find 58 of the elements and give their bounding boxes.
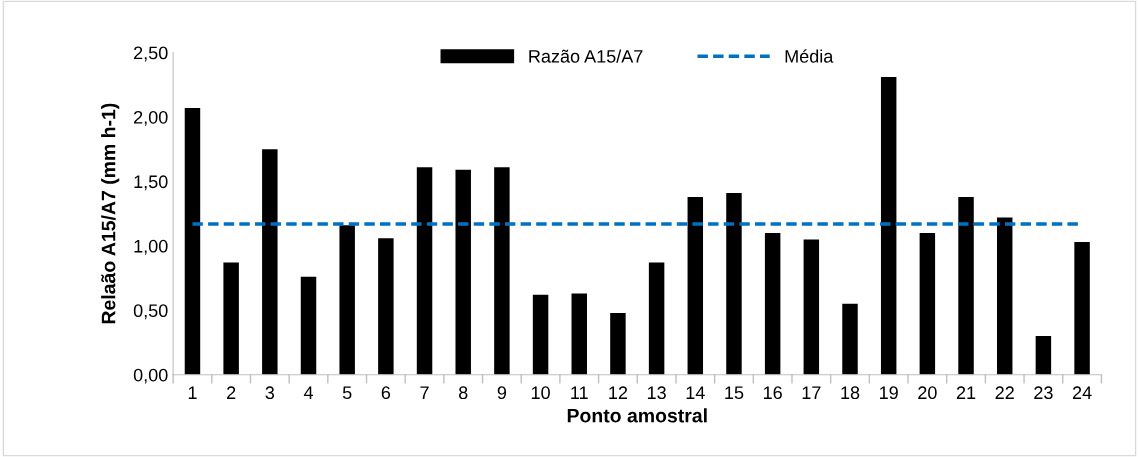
x-tick-label: 15 — [725, 386, 744, 400]
legend-label: Média — [785, 49, 834, 63]
x-tick-label: 11 — [571, 386, 588, 399]
bar — [184, 107, 201, 375]
x-tick-label: 6 — [381, 386, 391, 400]
y-tick-label: 2,00 — [134, 110, 168, 126]
x-tick-label: 8 — [458, 386, 468, 400]
x-tick-label: 23 — [1034, 386, 1053, 400]
x-tick-label: 3 — [265, 386, 275, 400]
bar — [378, 238, 394, 375]
bar — [996, 217, 1013, 375]
x-tick-label: 21 — [956, 386, 976, 399]
bar — [416, 167, 433, 375]
bar — [764, 232, 781, 375]
x-tick-label: 1 — [188, 386, 197, 399]
bar — [571, 293, 587, 375]
y-tick-label: 0,00 — [133, 368, 168, 384]
x-tick-label: 10 — [531, 386, 550, 400]
bar — [687, 196, 704, 375]
bar — [300, 276, 317, 375]
bar — [494, 167, 510, 375]
x-tick-label: 18 — [841, 386, 860, 400]
bar — [648, 262, 665, 375]
y-axis-title: Relaão A15/A7 (mm h-1) — [101, 103, 120, 324]
y-tick-label: 0,50 — [133, 304, 168, 320]
y-tick-label: 1,50 — [134, 175, 168, 191]
bar — [880, 77, 897, 375]
bar — [455, 169, 471, 375]
bar — [610, 312, 626, 375]
y-tick-label: 1,00 — [134, 239, 168, 255]
x-tick-label: 19 — [880, 386, 898, 400]
bar — [803, 239, 820, 375]
x-tick-label: 17 — [802, 386, 821, 399]
x-tick-label: 20 — [918, 386, 937, 400]
y-tick-label: 2,50 — [134, 46, 168, 62]
x-tick-label: 13 — [647, 386, 666, 400]
bar — [842, 303, 858, 375]
x-tick-label: 22 — [995, 386, 1014, 399]
x-tick-label: 2 — [227, 386, 236, 399]
x-tick-label: 5 — [342, 386, 352, 400]
x-tick-label: 16 — [763, 386, 782, 400]
legend-label: Razão A15/A7 — [529, 49, 643, 63]
bar — [919, 232, 936, 375]
x-tick-label: 9 — [497, 386, 507, 400]
x-tick-label: 12 — [609, 386, 628, 399]
bar — [262, 149, 278, 375]
bar — [726, 193, 742, 375]
bar — [958, 196, 974, 375]
x-tick-label: 24 — [1072, 386, 1092, 399]
x-tick-label: 14 — [686, 386, 705, 399]
x-axis-title: Ponto amostral — [567, 408, 707, 423]
bar — [223, 262, 239, 375]
x-tick-label: 7 — [420, 386, 429, 399]
bar — [1035, 336, 1052, 375]
bar — [1074, 242, 1090, 375]
bar — [532, 294, 549, 375]
bar — [339, 225, 355, 375]
x-tick-label: 4 — [303, 386, 313, 399]
